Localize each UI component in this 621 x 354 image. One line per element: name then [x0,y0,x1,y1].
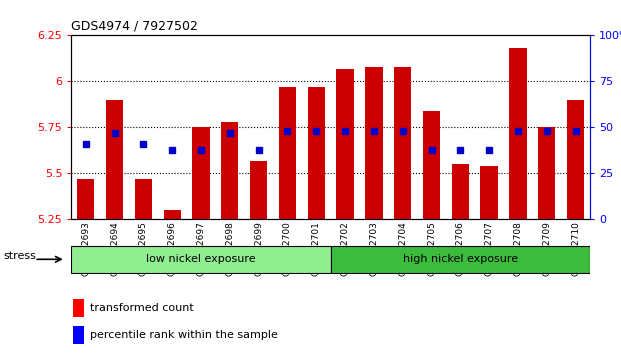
Bar [538,127,555,219]
Bar [73,326,84,344]
Bar [106,100,123,219]
Bar [365,67,383,219]
Bar [481,166,498,219]
Bar [330,246,590,273]
Bar [567,100,584,219]
Bar [337,69,354,219]
Bar [394,67,411,219]
Bar [509,48,527,219]
Text: percentile rank within the sample: percentile rank within the sample [89,330,278,341]
Text: transformed count: transformed count [89,303,193,313]
Bar [451,164,469,219]
Bar [77,179,94,219]
Bar [71,246,330,273]
Text: low nickel exposure: low nickel exposure [146,254,256,264]
Bar [221,122,238,219]
Text: stress: stress [4,251,37,261]
Bar [279,87,296,219]
Bar [423,111,440,219]
Text: GDS4974 / 7927502: GDS4974 / 7927502 [71,20,198,33]
Bar [73,299,84,317]
Bar [307,87,325,219]
Bar [193,127,210,219]
Bar [163,210,181,219]
Text: high nickel exposure: high nickel exposure [403,254,518,264]
Bar [135,179,152,219]
Bar [250,161,267,219]
